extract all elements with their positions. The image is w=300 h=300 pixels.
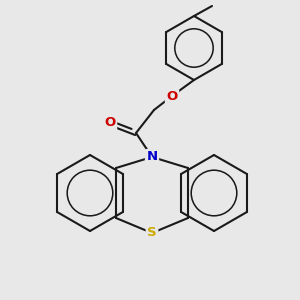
Text: S: S xyxy=(147,226,157,239)
Text: N: N xyxy=(146,151,158,164)
Text: O: O xyxy=(104,116,116,130)
Text: O: O xyxy=(167,89,178,103)
